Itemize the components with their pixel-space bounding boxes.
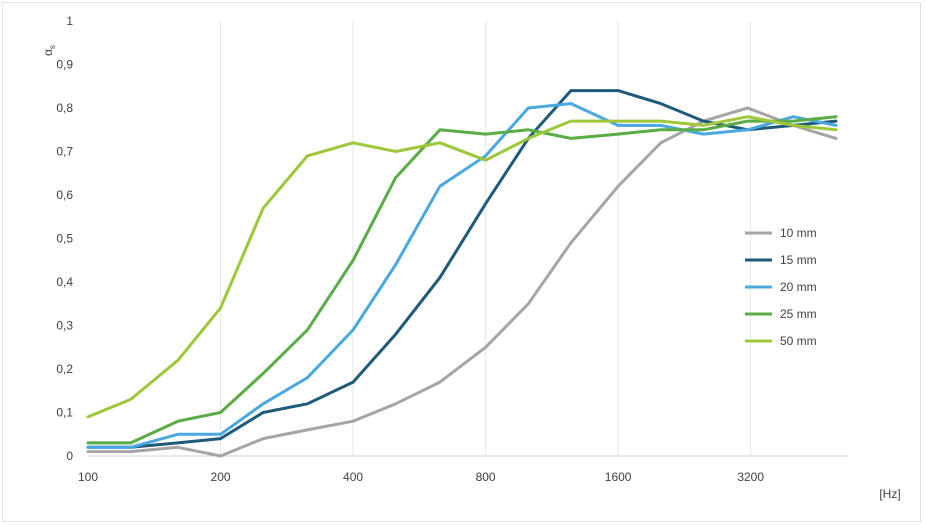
legend-label: 15 mm	[780, 253, 817, 267]
y-tick-label: 0,1	[56, 406, 73, 420]
y-tick-label: 0,4	[56, 275, 73, 289]
y-tick-label: 1	[66, 14, 73, 28]
legend-label: 50 mm	[780, 334, 817, 348]
series-line-15-mm	[86, 89, 838, 449]
y-axis-label-sub: s	[48, 45, 57, 49]
y-tick-label: 0,9	[56, 58, 73, 72]
x-tick-label: 400	[343, 470, 363, 484]
x-tick-label: 100	[78, 470, 98, 484]
x-tick-label: 3200	[737, 470, 764, 484]
y-tick-label: 0,6	[56, 188, 73, 202]
legend: 10 mm 15 mm 20 mm 25 mm 50 mm	[745, 226, 817, 348]
y-axis-label: αs	[41, 45, 57, 56]
y-tick-label: 0	[66, 449, 73, 463]
legend-label: 10 mm	[780, 226, 817, 240]
y-axis-ticks: 0 0,1 0,2 0,3 0,4 0,5 0,6 0,7 0,8 0,9 1	[56, 14, 73, 463]
grid	[220, 21, 752, 456]
x-tick-label: 1600	[605, 470, 632, 484]
x-tick-label: 200	[211, 470, 231, 484]
series-lines	[86, 89, 838, 458]
legend-label: 25 mm	[780, 307, 817, 321]
y-tick-label: 0,3	[56, 319, 73, 333]
series-line-50-mm	[86, 115, 838, 419]
x-axis-label: [Hz]	[879, 487, 900, 501]
y-tick-label: 0,7	[56, 145, 73, 159]
legend-label: 20 mm	[780, 280, 817, 294]
x-axis-ticks: 100 200 400 800 1600 3200	[78, 470, 764, 484]
y-tick-label: 0,2	[56, 362, 73, 376]
series-line-20-mm	[86, 102, 838, 449]
series-line-10-mm	[86, 106, 838, 458]
y-tick-label: 0,5	[56, 232, 73, 246]
y-axis-label-main: α	[41, 49, 55, 56]
series-line-25-mm	[86, 115, 838, 445]
y-tick-label: 0,8	[56, 101, 73, 115]
x-tick-label: 800	[476, 470, 496, 484]
